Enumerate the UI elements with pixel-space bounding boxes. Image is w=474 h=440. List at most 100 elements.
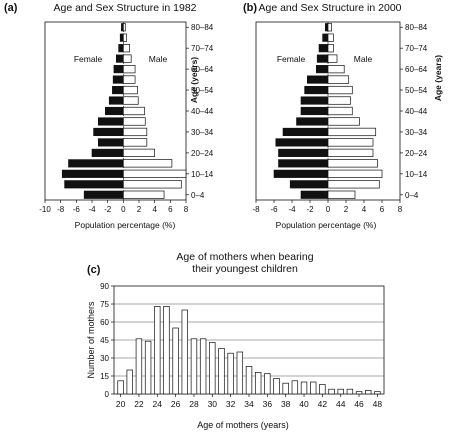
- pyramid-2000-male-bar: [327, 33, 334, 42]
- pyramid-1982-male-bar: [122, 106, 145, 116]
- pyramid-1982-x-tick-label: -4: [88, 205, 96, 214]
- mothers-age-bar: [300, 381, 308, 395]
- pyramid-1982-x-tick-label: -10: [39, 205, 51, 214]
- pyramid-1982-male-bar: [122, 85, 138, 95]
- pyramid-2000-x-tick-label: -8: [252, 205, 260, 214]
- pyramid-1982-male-label: Male: [149, 54, 168, 64]
- pyramid-2000-female-bar: [282, 127, 329, 137]
- pyramid-2000-x-tick-label: 0: [326, 205, 331, 214]
- pyramid-2000-male-bar: [327, 54, 338, 63]
- mothers-age-bar: [117, 380, 124, 395]
- pyramid-2000-y-tick-label: 50–54: [405, 86, 428, 95]
- pyramid-2000-female-bar: [318, 44, 329, 53]
- pyramid-2000-female-bar: [278, 148, 329, 157]
- mothers-age-bar: [365, 390, 372, 395]
- pyramid-2000-female-label: Female: [277, 54, 306, 64]
- mothers-age-x-tick-label: 48: [373, 399, 383, 409]
- pyramid-2000-male-bar: [327, 148, 374, 158]
- mothers-age-bar: [264, 373, 271, 395]
- pyramid-1982-male-bar: [122, 64, 136, 74]
- pyramid-2000-male-bar: [327, 23, 332, 32]
- pyramid-1982-panel: (a) Age and Sex Structure in 1982 -10 -8-…: [4, 2, 214, 230]
- pyramid-1982-x-tick-label: -8: [57, 205, 65, 214]
- pyramid-2000-male-bar: [327, 117, 360, 126]
- pyramid-2000-panel: (b) Age and Sex Structure in 2000 -8 -6 -4…: [243, 2, 428, 230]
- pyramid-1982-male-bar: [122, 44, 130, 53]
- mothers-age-bar: [310, 381, 317, 395]
- mothers-age-x-tick-label: 42: [318, 399, 328, 409]
- pyramid-2000-female-bar: [278, 159, 329, 168]
- pyramid-2000-male-bar: [327, 96, 351, 105]
- mothers-age-y-tick-label: 75: [100, 300, 109, 309]
- mothers-age-bar: [126, 369, 133, 395]
- mothers-age-bar: [245, 366, 253, 395]
- mothers-age-bar: [181, 309, 188, 395]
- pyramid-1982-female-bar: [108, 96, 124, 105]
- mothers-age-x-tick-label: 28: [189, 399, 199, 409]
- mothers-age-bar: [319, 384, 326, 395]
- pyramid-2000-female-bar: [300, 190, 329, 199]
- pyramid-2000-female-bar: [275, 138, 329, 147]
- pyramid-1982-x-tick-label: 0: [121, 205, 126, 214]
- mothers-age-panel: (c) Age of mothers when bearing their you…: [86, 251, 385, 430]
- pyramid-2000-male-bar: [327, 44, 334, 53]
- pyramid-2000-x-tick-label: 4: [362, 205, 367, 214]
- pyramid-1982-xlabel: Population percentage (%): [75, 220, 176, 230]
- pyramid-1982-female-bar: [112, 85, 124, 95]
- pyramid-2000-male-bar: [327, 159, 378, 168]
- pyramid-1982-ylabel: Age (years): [189, 57, 199, 103]
- mothers-age-title-line: Age of mothers when bearing: [176, 251, 313, 263]
- pyramid-1982-y-tick-label: 10–14: [191, 170, 214, 179]
- mothers-age-x-tick-label: 24: [153, 399, 163, 409]
- pyramid-1982-male-bar: [122, 180, 182, 189]
- mothers-age-bar: [236, 351, 244, 395]
- mothers-age-bar: [328, 388, 335, 395]
- pyramid-2000-male-bar: [327, 190, 356, 199]
- pyramid-2000-y-tick-label: 80–84: [405, 23, 428, 32]
- pyramid-1982-male-bar: [122, 169, 187, 178]
- mothers-age-bar: [190, 338, 198, 395]
- pyramid-2000-y-tick-label: 60–64: [405, 65, 428, 74]
- mothers-age-bar: [135, 338, 143, 395]
- pyramid-1982-female-bar: [115, 54, 124, 63]
- pyramid-1982-male-bar: [122, 159, 173, 168]
- pyramid-1982-male-bar: [122, 190, 165, 199]
- pyramid-2000-male-bar: [327, 169, 383, 178]
- pyramid-2000-male-bar: [327, 138, 374, 147]
- pyramid-2000-male-bar: [327, 106, 353, 116]
- pyramid-2000-plot: -8 -6 -4 -2 0 2 4 6 80–4 10–14 20–24 30–34 40–44 50–5…: [252, 21, 428, 214]
- mothers-age-bar: [374, 391, 381, 395]
- pyramid-1982-y-tick-label: 40–44: [191, 107, 214, 116]
- pyramid-1982-y-tick-label: 60–64: [191, 65, 214, 74]
- pyramid-1982-x-tick-label: -2: [104, 205, 112, 214]
- pyramid-1982-female-bar: [97, 138, 124, 147]
- pyramid-1982-female-bar: [118, 44, 124, 53]
- pyramid-2000-x-tick-label: -4: [288, 205, 296, 214]
- pyramid-2000-y-tick-label: 30–34: [405, 128, 428, 137]
- pyramid-2000-x-tick-label: 6: [380, 205, 385, 214]
- mothers-age-bar: [346, 388, 354, 395]
- pyramid-2000-x-tick-label: -6: [270, 205, 278, 214]
- mothers-age-title-line: their youngest children: [192, 263, 298, 275]
- mothers-age-bar: [163, 306, 170, 395]
- mothers-age-x-tick-label: 46: [354, 399, 364, 409]
- pyramid-1982-female-bar: [105, 106, 124, 116]
- mothers-age-title: Age of mothers when bearing their younges…: [176, 251, 313, 275]
- pyramid-2000-female-bar: [300, 96, 329, 105]
- mothers-age-plot: 0 15 30 45 60 75 90 20 22 24 26 28 30 32 34 36 38 40 42 44 4…: [100, 282, 385, 409]
- pyramid-1982-female-label: Female: [74, 54, 103, 64]
- pyramid-2000-y-tick-label: 70–74: [405, 44, 428, 53]
- pyramid-1982-female-bar: [119, 33, 124, 42]
- mothers-age-x-tick-label: 36: [263, 399, 273, 409]
- pyramid-1982-female-bar: [68, 159, 124, 168]
- mothers-age-x-tick-label: 32: [226, 399, 236, 409]
- pyramid-1982-x-tick-label: 8: [184, 205, 189, 214]
- pyramid-1982-y-tick-label: 30–34: [191, 128, 214, 137]
- mothers-age-x-tick-label: 34: [244, 399, 254, 409]
- mothers-age-y-tick-label: 15: [100, 372, 109, 381]
- mothers-age-bar: [209, 342, 216, 395]
- pyramid-1982-y-tick-label: 0–4: [191, 191, 205, 200]
- pyramid-1982-female-bar: [97, 117, 124, 126]
- mothers-age-bar: [291, 380, 299, 395]
- pyramid-1982-female-bar: [113, 65, 124, 74]
